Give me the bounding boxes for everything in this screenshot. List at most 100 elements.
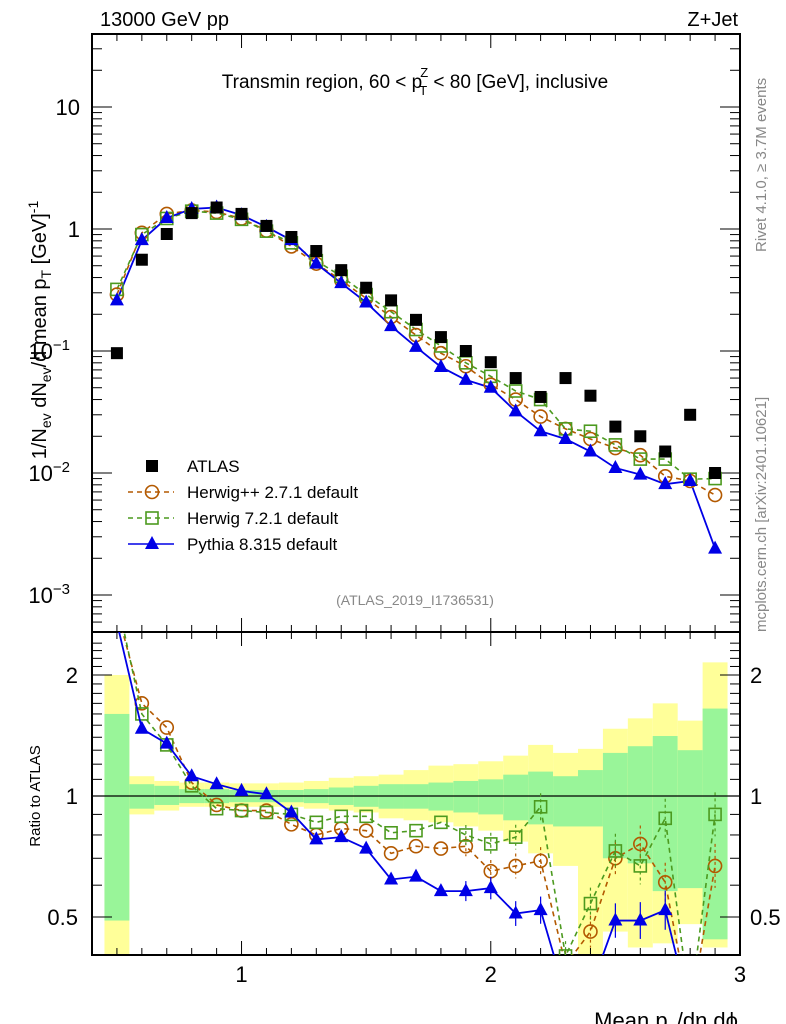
data-point (534, 390, 547, 403)
ratio-tick-label-left: 1 (66, 784, 78, 809)
ratio-point (559, 987, 573, 1000)
data-point (608, 459, 623, 473)
ratio-point (657, 874, 673, 890)
ratio-point (459, 828, 473, 842)
mcplots-label: mcplots.cern.ch [arXiv:2401.10621] (753, 397, 770, 632)
legend-marker (145, 511, 159, 525)
y-tick-exponent: −1 (53, 337, 70, 354)
ratio-tick-label-left: 0.5 (47, 905, 78, 930)
y-tick-label: 10 (56, 95, 80, 120)
ratio-point (583, 896, 598, 911)
data-point (708, 540, 723, 554)
legend-marker (146, 460, 158, 472)
x-tick-label: 1 (235, 962, 247, 987)
ratio-line-herwig-7-2-1-default (123, 632, 716, 955)
ratio-point (309, 831, 324, 845)
data-point (584, 389, 597, 402)
band-stat (578, 770, 603, 827)
series-line-herwig-2-7-1-default (116, 209, 716, 496)
ratio-point (558, 949, 573, 955)
data-point (533, 409, 548, 424)
legend-marker (145, 536, 159, 549)
band-stat (478, 779, 504, 815)
plot-title: Transmin region, 60 < pTZ < 80 [GeV], in… (222, 65, 608, 98)
rivet-label: Rivet 4.1.0, ≥ 3.7M events (753, 78, 770, 252)
main-series (109, 199, 723, 554)
header-left: 13000 GeV pp (100, 9, 229, 31)
plot-title-sub: T (419, 83, 427, 98)
data-point (310, 245, 323, 258)
y-tick-label: 10−1 (28, 337, 70, 364)
ratio-tick-label-left: 2 (66, 663, 78, 688)
ratio-point (533, 853, 548, 869)
band-stat (453, 780, 479, 813)
data-point (110, 347, 123, 360)
series-line-herwig-7-2-1-default (116, 210, 716, 480)
plot-title-sup: Z (420, 65, 428, 80)
legend-label: ATLAS (187, 457, 240, 476)
data-point (410, 313, 422, 326)
ratio-tick-label-right: 0.5 (750, 905, 781, 930)
band-stat (503, 774, 529, 821)
ratio-point (209, 776, 224, 790)
ratio-point (633, 912, 648, 926)
ratio-point (134, 720, 149, 734)
data-point (134, 232, 149, 246)
ratio-point (408, 838, 424, 854)
ratio-point (259, 786, 274, 800)
y-tick-label: 1 (68, 217, 80, 242)
ratio-point (259, 805, 274, 820)
ratio-point (409, 868, 423, 882)
ratio-point (358, 823, 374, 838)
data-point (558, 430, 573, 444)
data-point (459, 345, 472, 357)
ratio-point (508, 905, 523, 919)
ratio-point (583, 924, 598, 939)
y-tick-exponent: −2 (53, 459, 70, 476)
y-axis-label: 1/Nev dNev/d mean pT [GeV]-1 (25, 201, 54, 460)
data-point (160, 227, 173, 240)
ratio-point (559, 958, 572, 971)
ratio-point (284, 817, 299, 832)
legend-label: Herwig++ 2.7.1 default (187, 483, 358, 502)
data-point (409, 338, 423, 352)
y-tick-label: 10−3 (28, 581, 70, 608)
ratio-point (359, 809, 373, 824)
data-point (683, 472, 698, 486)
ratio-point (658, 811, 673, 826)
x-tick-label: 2 (485, 962, 497, 987)
ratio-point (608, 912, 623, 926)
band-stat (553, 776, 578, 827)
ratio-point (383, 846, 399, 861)
ratio-point (409, 823, 423, 838)
data-point (684, 408, 697, 421)
ratio-plot-frame: 1 2 3 0.5 0.5 1 1 2 2 (47, 631, 781, 987)
data-point (384, 318, 399, 332)
ratio-point (309, 815, 324, 830)
ratio-frame-rect (91, 631, 741, 956)
data-point (285, 230, 298, 243)
data-point (509, 372, 522, 385)
ratio-point (608, 844, 623, 858)
data-point (608, 438, 623, 452)
ratio-point (209, 801, 224, 816)
band-stat (528, 771, 554, 825)
data-point (159, 210, 174, 224)
data-point (533, 423, 548, 437)
data-point (707, 487, 723, 503)
data-point (135, 253, 148, 266)
ratio-point (384, 825, 398, 840)
data-point (484, 356, 497, 369)
ratio-point (483, 880, 498, 894)
band-stat (677, 750, 703, 889)
data-point (609, 420, 622, 433)
ratio-point (234, 803, 249, 818)
plot-title-pre: Transmin region, 60 < p (222, 72, 422, 93)
legend-label: Herwig 7.2.1 default (187, 509, 338, 528)
data-point (634, 430, 647, 443)
ratio-point (284, 804, 299, 818)
data-point (483, 379, 498, 393)
header-right: Z+Jet (687, 9, 738, 31)
ratio-point (110, 604, 123, 617)
